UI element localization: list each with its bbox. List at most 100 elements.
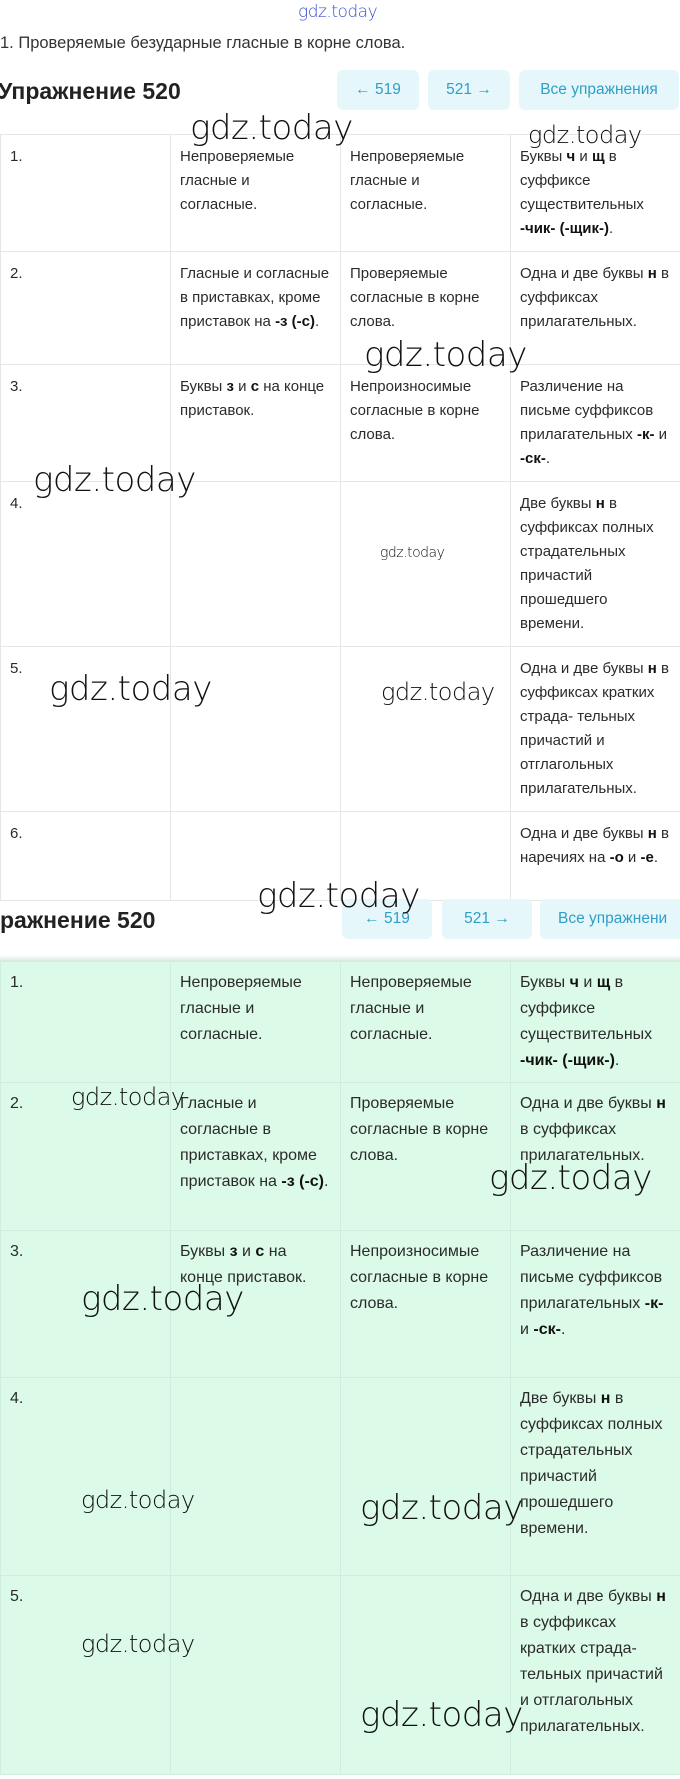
cell-text: Буквы bbox=[180, 378, 227, 395]
cell-text: Гласные и согласные в приставках, кроме … bbox=[180, 1095, 317, 1190]
row-number-cell: 1. bbox=[0, 961, 171, 1083]
bold-text: с bbox=[255, 1243, 265, 1260]
answer-text: 1. Проверяемые безударные гласные в корн… bbox=[0, 34, 406, 52]
all-exercises-button[interactable]: Все упражнения bbox=[519, 70, 679, 110]
cell-text: Две буквы bbox=[520, 1390, 601, 1407]
table-row: 4. Две буквы н в суффиксах полных страдат… bbox=[0, 481, 680, 647]
cell-text: Буквы bbox=[520, 974, 570, 991]
next-exercise-button[interactable]: 521 → bbox=[428, 70, 510, 110]
table-row: 5. Одна и две буквы н в суффиксах кратких… bbox=[0, 1575, 680, 1775]
bold-text: щ bbox=[591, 148, 605, 165]
cell-text: и bbox=[237, 1243, 256, 1260]
table-cell bbox=[340, 481, 511, 647]
bold-text: -чик- (-щик-) bbox=[520, 1052, 615, 1069]
table-cell: Буквы ч и щ в суффиксе существительных -… bbox=[510, 961, 680, 1083]
table-cell bbox=[340, 646, 511, 812]
exercise-header-sticky: ражнение 520 ← 519 521 → Все упражнени bbox=[0, 897, 680, 947]
cell-text: Непроверяемые гласные и согласные. bbox=[350, 974, 472, 1043]
bold-text: -чик- (-щик-) bbox=[520, 220, 609, 237]
bold-text: н bbox=[647, 825, 657, 842]
cell-text: Непроизносимые согласные в корне слова. bbox=[350, 378, 480, 443]
bold-text: н bbox=[647, 660, 657, 677]
bold-text: -к- bbox=[636, 426, 655, 443]
table-cell: Одна и две буквы н в суффиксах кратких с… bbox=[510, 1575, 680, 1775]
answer-table-highlighted: 1. Непроверяемые гласные и согласные. Непр… bbox=[0, 961, 680, 1775]
bold-text: з bbox=[226, 378, 234, 395]
table-cell bbox=[340, 1575, 511, 1775]
table-row: 3. Буквы з и с на конце приставок. Непроиз… bbox=[0, 1230, 680, 1378]
all-exercises-button[interactable]: Все упражнени bbox=[540, 899, 680, 939]
table-cell: Непроверяемые гласные и согласные. bbox=[170, 961, 341, 1083]
bold-text: н bbox=[647, 265, 657, 282]
cell-text: . bbox=[545, 450, 551, 467]
bold-text: -з (-с) bbox=[275, 313, 316, 330]
cell-text: Непроверяемые гласные и согласные. bbox=[180, 974, 302, 1043]
cell-text: Непроверяемые гласные и согласные. bbox=[180, 148, 295, 213]
cell-text: и bbox=[520, 1321, 534, 1338]
cell-text: и bbox=[623, 849, 641, 866]
table-cell: Различение на письме суффиксов прилагате… bbox=[510, 1230, 680, 1378]
bold-text: щ bbox=[596, 974, 611, 991]
cell-text: Непроверяемые гласные и согласные. bbox=[350, 148, 465, 213]
cell-text: Проверяемые согласные в корне слова. bbox=[350, 1095, 489, 1164]
table-cell: Непроверяемые гласные и согласные. bbox=[170, 134, 341, 252]
cell-text: в суффиксах полных страдательных причаст… bbox=[520, 1390, 663, 1537]
cell-text: Одна и две буквы bbox=[520, 825, 648, 842]
bold-text: -к- bbox=[644, 1295, 664, 1312]
cell-text: Буквы bbox=[520, 148, 567, 165]
bold-text: н bbox=[656, 1095, 666, 1112]
table-cell: Различение на письме суффиксов прилагате… bbox=[510, 364, 680, 482]
cell-text: в суффиксах прилагательных. bbox=[520, 1121, 645, 1164]
exercise-title: Упражнение 520 bbox=[0, 78, 181, 104]
table-cell: Проверяемые согласные в корне слова. bbox=[340, 251, 511, 365]
table-cell: Две буквы н в суффиксах полных страдател… bbox=[510, 481, 680, 647]
bold-text: -о bbox=[609, 849, 624, 866]
exercise-header: Упражнение 520 ← 519 521 → Все упражнени… bbox=[0, 68, 680, 118]
table-row: 3. Буквы з и с на конце приставок. Непроиз… bbox=[0, 364, 680, 482]
cell-text: . bbox=[324, 1173, 329, 1190]
cell-text: и bbox=[575, 148, 592, 165]
table-cell: Одна и две буквы н в суффиксах прилагате… bbox=[510, 1082, 680, 1231]
bold-text: -з (-с) bbox=[281, 1173, 324, 1190]
cell-text: в наречиях на bbox=[520, 825, 669, 866]
cell-text: . bbox=[315, 313, 320, 330]
bold-text: -ск- bbox=[520, 450, 546, 467]
row-number-cell: 2. bbox=[0, 251, 171, 365]
cell-text: Одна и две буквы bbox=[520, 265, 648, 282]
exercise-title: ражнение 520 bbox=[0, 907, 156, 933]
row-number-cell: 3. bbox=[0, 1230, 171, 1378]
table-cell: Проверяемые согласные в корне слова. bbox=[340, 1082, 511, 1231]
bold-text: -ск- bbox=[533, 1321, 561, 1338]
cell-text: в суффиксах кратких страда- тельных прич… bbox=[520, 660, 669, 797]
bold-text: с bbox=[250, 378, 260, 395]
next-exercise-button[interactable]: 521 → bbox=[442, 899, 532, 939]
row-number-cell: 4. bbox=[0, 1377, 171, 1576]
cell-text: на конце приставок. bbox=[180, 1243, 307, 1286]
cell-text: в суффиксе существительных bbox=[520, 974, 653, 1043]
table-cell: Непроверяемые гласные и согласные. bbox=[340, 961, 511, 1083]
table-cell: Гласные и согласные в приставках, кроме … bbox=[170, 251, 341, 365]
prev-exercise-button[interactable]: ← 519 bbox=[337, 70, 419, 110]
table-cell: Две буквы н в суффиксах полных страдател… bbox=[510, 1377, 680, 1576]
bold-text: -е bbox=[640, 849, 654, 866]
cell-text: Буквы bbox=[180, 1243, 230, 1260]
table-cell: Буквы ч и щ в суффиксе существительных -… bbox=[510, 134, 680, 252]
cell-text: на конце приставок. bbox=[180, 378, 325, 419]
table-cell bbox=[170, 646, 341, 812]
cell-text: Гласные и согласные в приставках, кроме … bbox=[180, 265, 330, 330]
row-number-cell: 6. bbox=[0, 811, 171, 901]
table-cell: Одна и две буквы н в наречиях на -о и -е… bbox=[510, 811, 680, 901]
row-number-cell: 5. bbox=[0, 646, 171, 812]
table-cell: Непроизносимые согласные в корне слова. bbox=[340, 364, 511, 482]
table-cell: Непроверяемые гласные и согласные. bbox=[340, 134, 511, 252]
bold-text: н bbox=[595, 495, 605, 512]
table-cell bbox=[170, 481, 341, 647]
table-row: 1. Непроверяемые гласные и согласные. Непр… bbox=[0, 961, 680, 1083]
row-number-cell: 3. bbox=[0, 364, 171, 482]
prev-exercise-button[interactable]: ← 519 bbox=[342, 899, 432, 939]
row-number-cell: 4. bbox=[0, 481, 171, 647]
cell-text: Одна и две буквы bbox=[520, 1095, 657, 1112]
cell-text: Различение на письме суффиксов прилагате… bbox=[520, 1243, 663, 1312]
cell-text: Две буквы bbox=[520, 495, 596, 512]
table-cell: Буквы з и с на конце приставок. bbox=[170, 1230, 341, 1378]
